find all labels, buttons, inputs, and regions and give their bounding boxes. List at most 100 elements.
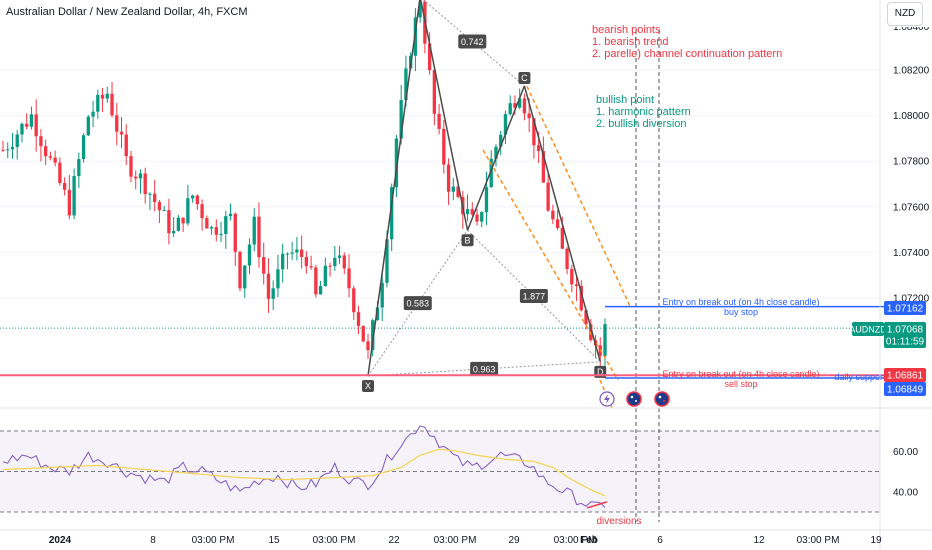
candle-body [53,157,57,163]
candle-body [366,341,370,351]
price-tick-label: 1.08000 [893,111,930,122]
candle-body [243,265,247,289]
candle-body [148,193,152,195]
candle-body [143,173,147,195]
candle-body [72,176,76,216]
candle-body [299,249,304,257]
candle-body [314,267,318,295]
channel-lower [482,149,619,381]
candle-body [570,269,574,285]
candle-body [25,123,29,127]
pivot-label-b: B [465,235,471,245]
candle-body [48,156,53,158]
candle-body [494,146,498,159]
ratio-badge-bg [458,34,487,49]
candle-body [228,213,233,217]
candle-body [67,189,72,216]
price-tick-label: 1.08200 [893,66,930,77]
rsi-pane: 40.00 60.00 [0,425,918,513]
candle-body [262,257,266,274]
lightning-icon[interactable] [599,391,615,407]
candle-body [442,128,446,165]
candle-body [446,164,451,192]
candle-body [181,217,185,224]
candle-body [456,186,460,197]
candle-body [186,198,190,224]
candle-body [58,162,62,184]
new-zealand-flag-icon[interactable] [654,391,670,407]
candle-body [271,288,275,299]
candle-body [86,116,90,136]
candle-body [39,136,43,147]
candle-body [209,227,214,229]
diversions-note: diversions [596,516,641,527]
time-tick-label: 22 [388,535,400,546]
candle-body [356,312,361,326]
rsi-line [2,425,606,508]
candle-body [465,209,470,215]
candle-body [484,187,489,213]
candle-body [96,94,100,112]
candle-body [385,239,389,283]
time-tick-label: 03:00 PM [554,535,597,546]
time-tick-label: 03:00 PM [797,535,840,546]
candle-body [200,204,204,219]
candle-body [205,218,209,229]
buy-level-badge-bg [884,301,926,315]
buy-level-badge: 1.07162 [887,304,924,315]
pivot-label-c: C [521,73,528,83]
countdown-badge: 01:11:59 [886,337,925,348]
rsi-tick-label: 60.00 [893,447,918,458]
candle-body [176,217,181,231]
rsi-ma-line [2,448,606,497]
candle-body [399,100,403,139]
candle-body [15,134,19,148]
candle-body [503,114,508,135]
candle-body [105,93,109,99]
candle-body [162,210,166,212]
symbol-badge: AUDNZD [849,325,887,335]
candle-body [1,149,5,151]
candle-body [361,325,365,342]
candle-body [522,98,527,114]
pattern-leg [523,85,601,363]
candle-body [579,285,583,311]
candle-body [129,156,133,177]
rsi-tick-label: 40.00 [893,487,918,498]
candle-body [295,249,299,253]
price-tick-label-top: 1.08400 [893,22,930,33]
time-tick-label: 8 [150,535,156,546]
candle-body [371,320,375,351]
candle-body [390,187,394,240]
ratio-badge: 0.963 [473,364,496,374]
candle-body [238,251,242,289]
bearish-point-2: 2. parelle) channel continuation pattern [592,48,782,60]
candle-body [124,134,128,157]
time-tick-label: Feb [580,535,598,546]
candle-body [489,158,493,188]
candle-body [418,1,422,18]
candle-body [6,149,10,151]
time-tick-label: 6 [657,535,663,546]
candle-body [532,118,536,146]
candle-body [541,151,546,183]
chart-title: Australian Dollar / New Zealand Dollar, … [6,6,248,18]
currency-selector[interactable]: NZD [887,2,923,26]
ratio-badge-bg [519,289,548,304]
candle-body [603,324,607,356]
candle-body [91,111,95,117]
candle-body [81,135,86,160]
australia-flag-icon[interactable] [626,391,642,407]
candle-body [134,176,138,179]
candle-body [551,210,555,220]
daily-support-note: daily support [834,372,886,382]
candle-body [77,159,81,177]
candle-body [352,288,356,313]
candle-body [171,230,176,234]
candle-body [404,68,408,101]
candle-body [257,216,261,258]
candle-body [584,310,588,325]
